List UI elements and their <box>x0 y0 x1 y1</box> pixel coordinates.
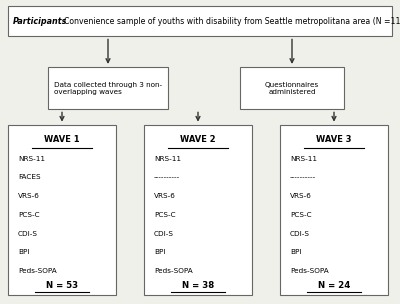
Text: BPI: BPI <box>154 249 166 255</box>
Text: N = 24: N = 24 <box>318 281 350 290</box>
FancyBboxPatch shape <box>8 125 116 295</box>
FancyBboxPatch shape <box>144 125 252 295</box>
Text: N = 38: N = 38 <box>182 281 214 290</box>
Text: N = 53: N = 53 <box>46 281 78 290</box>
Text: NRS-11: NRS-11 <box>290 156 317 162</box>
Text: BPI: BPI <box>18 249 30 255</box>
Text: VRS-6: VRS-6 <box>18 193 40 199</box>
Text: Participants: Participants <box>13 17 68 26</box>
Text: PCS-C: PCS-C <box>290 212 312 218</box>
FancyBboxPatch shape <box>8 6 392 36</box>
FancyBboxPatch shape <box>240 67 344 109</box>
Text: FACES: FACES <box>18 174 41 180</box>
Text: BPI: BPI <box>290 249 302 255</box>
Text: Peds-SOPA: Peds-SOPA <box>290 268 329 274</box>
Text: Peds-SOPA: Peds-SOPA <box>154 268 193 274</box>
Text: NRS-11: NRS-11 <box>154 156 181 162</box>
Text: WAVE 3: WAVE 3 <box>316 136 352 144</box>
Text: WAVE 2: WAVE 2 <box>180 136 216 144</box>
Text: VRS-6: VRS-6 <box>290 193 312 199</box>
Text: PCS-C: PCS-C <box>154 212 176 218</box>
Text: Questionnaires
administered: Questionnaires administered <box>265 82 319 95</box>
Text: ----------: ---------- <box>154 174 180 180</box>
Text: WAVE 1: WAVE 1 <box>44 136 80 144</box>
FancyBboxPatch shape <box>48 67 168 109</box>
Text: ----------: ---------- <box>290 174 316 180</box>
FancyBboxPatch shape <box>280 125 388 295</box>
Text: CDI-S: CDI-S <box>154 231 174 237</box>
Text: PCS-C: PCS-C <box>18 212 40 218</box>
Text: Data collected through 3 non-
overlapping waves: Data collected through 3 non- overlappin… <box>54 82 162 95</box>
Text: NRS-11: NRS-11 <box>18 156 45 162</box>
Text: Peds-SOPA: Peds-SOPA <box>18 268 57 274</box>
Text: : Convenience sample of youths with disability from Seattle metropolitana area (: : Convenience sample of youths with disa… <box>59 17 400 26</box>
Text: VRS-6: VRS-6 <box>154 193 176 199</box>
Text: CDI-S: CDI-S <box>290 231 310 237</box>
Text: CDI-S: CDI-S <box>18 231 38 237</box>
